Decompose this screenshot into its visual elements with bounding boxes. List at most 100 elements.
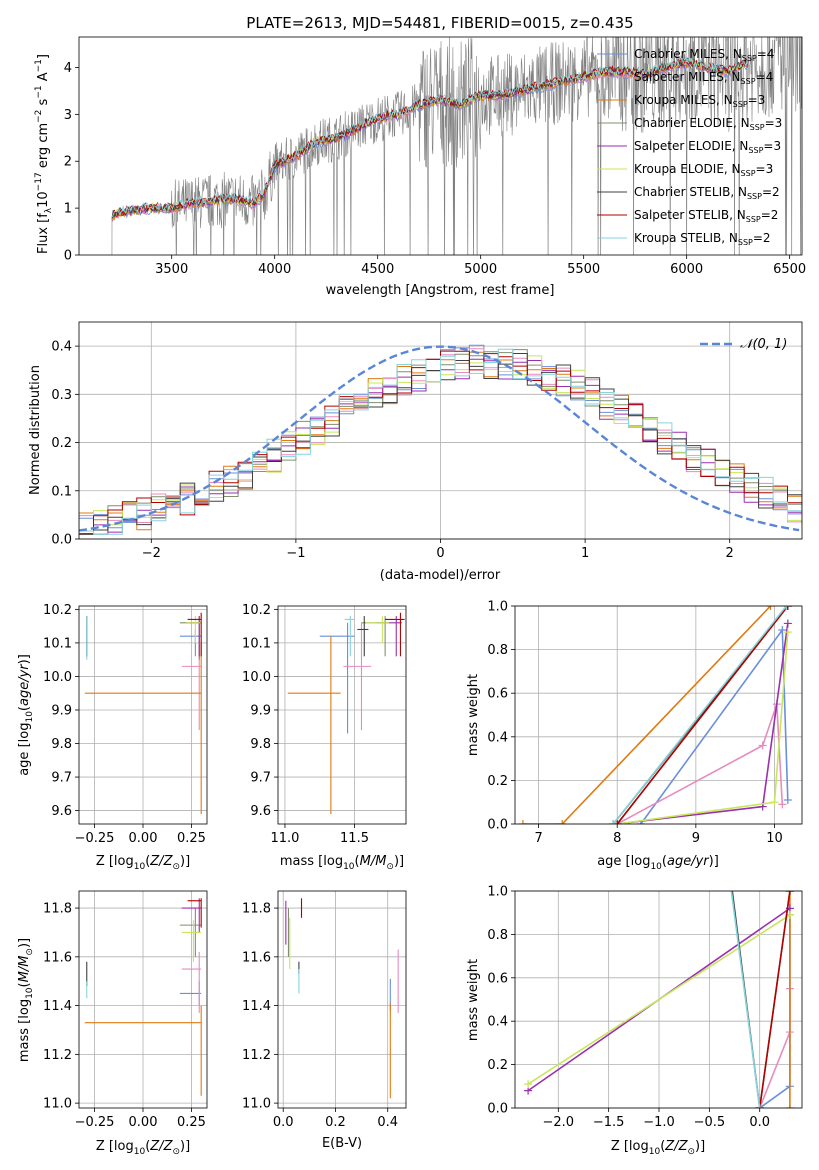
y-tick-label: 9.7 xyxy=(250,771,271,786)
y-tick-label: 0.4 xyxy=(51,340,72,355)
y-tick-label: 11.4 xyxy=(43,999,72,1014)
y-tick-label: 0.8 xyxy=(487,928,508,943)
y-tick-label: 11.6 xyxy=(242,950,271,965)
model-spectrum xyxy=(111,56,749,218)
age-z-panel: −0.25 0.00 0.25 9.6 9.7 9.8 9.9 10.0 10.1 10.2 xyxy=(43,603,208,846)
y-tick-label: 2 xyxy=(64,155,72,170)
x-axis-label: wavelength [Angstrom, rest frame] xyxy=(326,283,555,298)
weight-marker xyxy=(778,800,787,809)
legend: Chabrier MILES, NSSP=4 Salpeter MILES, NS… xyxy=(597,47,782,247)
y-tick-label: 0.0 xyxy=(51,533,72,548)
weight-marker xyxy=(766,606,775,610)
y-tick-label: 0.2 xyxy=(487,774,508,789)
plot-area xyxy=(111,37,802,255)
axes-frame xyxy=(514,605,803,825)
plot-area xyxy=(79,344,802,535)
axes-frame xyxy=(277,605,407,825)
weight-marker xyxy=(770,798,779,807)
weight-line xyxy=(522,606,772,824)
y-tick-label: 10.0 xyxy=(43,670,72,685)
x-tick-label: 5000 xyxy=(464,262,497,277)
legend-label: Salpeter STELIB, NSSP=2 xyxy=(634,208,778,224)
legend-label: Chabrier ELODIE, NSSP=3 xyxy=(634,116,782,132)
x-axis-label: Z [log10(Z/Z⊙)] xyxy=(96,1139,190,1157)
weight-marker xyxy=(613,820,622,824)
x-tick-label: −2 xyxy=(142,546,161,561)
mass-ebv-panel: 0.0 0.2 0.4 11.0 11.2 11.4 11.6 11.8 xyxy=(242,890,407,1130)
x-tick-label: −1.0 xyxy=(643,1115,675,1130)
weight-line xyxy=(758,891,791,1108)
weight-marker xyxy=(785,891,794,895)
spectrum-panel: 3500 4000 4500 5000 5500 6000 6500 0 1 2 3 4 Chabrie… xyxy=(64,36,806,277)
weight-marker xyxy=(609,820,618,824)
x-tick-label: 6000 xyxy=(670,262,703,277)
histogram-step xyxy=(79,349,802,535)
x-tick-label: −2.0 xyxy=(543,1115,575,1130)
x-axis-label: Z [log10(Z/Z⊙)] xyxy=(611,1139,705,1157)
x-tick-label: 0 xyxy=(436,546,444,561)
y-tick-label: 1.0 xyxy=(487,600,508,615)
weight-marker xyxy=(725,865,733,873)
y-tick-label: 11.8 xyxy=(43,902,72,917)
legend-label: 𝒩(0, 1) xyxy=(740,337,787,352)
x-tick-label: 0.0 xyxy=(749,1115,770,1130)
y-tick-label: 11.0 xyxy=(242,1097,271,1112)
chart-title: PLATE=2613, MJD=54481, FIBERID=0015, z=0… xyxy=(246,14,633,32)
y-tick-label: 0.0 xyxy=(487,1102,508,1117)
weight-marker xyxy=(524,1080,533,1089)
y-tick-label: 10.1 xyxy=(43,636,72,651)
plot-area xyxy=(84,612,202,814)
y-axis-label: Normed distribution xyxy=(28,365,43,495)
x-tick-label: 6500 xyxy=(773,262,806,277)
y-tick-label: 9.9 xyxy=(51,703,72,718)
x-tick-label: 0.00 xyxy=(129,1115,158,1130)
weight-marker xyxy=(558,820,567,824)
y-tick-label: 9.6 xyxy=(250,804,271,819)
legend-label: Salpeter ELODIE, NSSP=3 xyxy=(634,139,781,155)
weight-marker xyxy=(783,796,792,805)
y-tick-label: 0.6 xyxy=(487,687,508,702)
weight-line xyxy=(617,632,789,824)
x-tick-label: 11.5 xyxy=(340,831,369,846)
y-tick-label: 0.2 xyxy=(51,436,72,451)
y-tick-label: 0.3 xyxy=(51,388,72,403)
y-tick-label: 1.0 xyxy=(487,885,508,900)
y-tick-label: 0.6 xyxy=(487,971,508,986)
x-tick-label: 10 xyxy=(766,831,783,846)
x-tick-label: 0.00 xyxy=(129,831,158,846)
y-tick-label: 9.7 xyxy=(51,771,72,786)
weight-z-panel: −2.0 −1.5 −1.0 −0.5 0.0 0.0 0.2 0.4 0.6 0.8 1.0 xyxy=(487,865,803,1130)
y-tick-label: 10.2 xyxy=(242,603,271,618)
y-tick-label: 0.4 xyxy=(487,1015,508,1030)
x-tick-label: −1.5 xyxy=(593,1115,625,1130)
x-tick-label: 0.25 xyxy=(177,1115,206,1130)
y-tick-label: 11.2 xyxy=(43,1048,72,1063)
x-tick-label: 0.25 xyxy=(177,831,206,846)
axes-frame xyxy=(277,890,407,1109)
legend-label: Chabrier MILES, NSSP=4 xyxy=(634,47,774,63)
age-mass-panel: 11.0 11.5 9.6 9.7 9.8 9.9 10.0 10.1 10.2 xyxy=(242,603,407,846)
weight-line xyxy=(640,627,789,824)
x-axis-label: E(B-V) xyxy=(322,1136,362,1151)
mass-z-panel: −0.25 0.00 0.25 11.0 11.2 11.4 11.6 11.8 xyxy=(43,890,208,1130)
x-axis-label: Z [log10(Z/Z⊙)] xyxy=(96,854,190,872)
weight-line xyxy=(616,606,789,824)
y-tick-label: 10.1 xyxy=(242,636,271,651)
weight-age-panel: 7 8 9 10 0.0 0.2 0.4 0.6 0.8 1.0 xyxy=(487,600,803,846)
plot-area xyxy=(518,606,792,824)
x-tick-label: −0.5 xyxy=(694,1115,726,1130)
legend-label: Kroupa ELODIE, NSSP=3 xyxy=(634,162,773,178)
x-axis-label: (data-model)/error xyxy=(380,568,501,583)
x-tick-label: 4000 xyxy=(258,262,291,277)
x-tick-label: 9 xyxy=(692,831,700,846)
y-tick-label: 0.2 xyxy=(487,1058,508,1073)
y-tick-label: 11.0 xyxy=(43,1097,72,1112)
weight-marker xyxy=(782,606,791,610)
y-tick-label: 3 xyxy=(64,108,72,123)
x-tick-label: 3500 xyxy=(155,262,188,277)
axes-frame xyxy=(78,321,803,540)
y-tick-label: 0.1 xyxy=(51,484,72,499)
y-axis-label: mass [log10(M/M⊙)] xyxy=(17,938,35,1062)
y-tick-label: 9.6 xyxy=(51,804,72,819)
x-axis-label: mass [log10(M/M⊙)] xyxy=(280,854,404,872)
